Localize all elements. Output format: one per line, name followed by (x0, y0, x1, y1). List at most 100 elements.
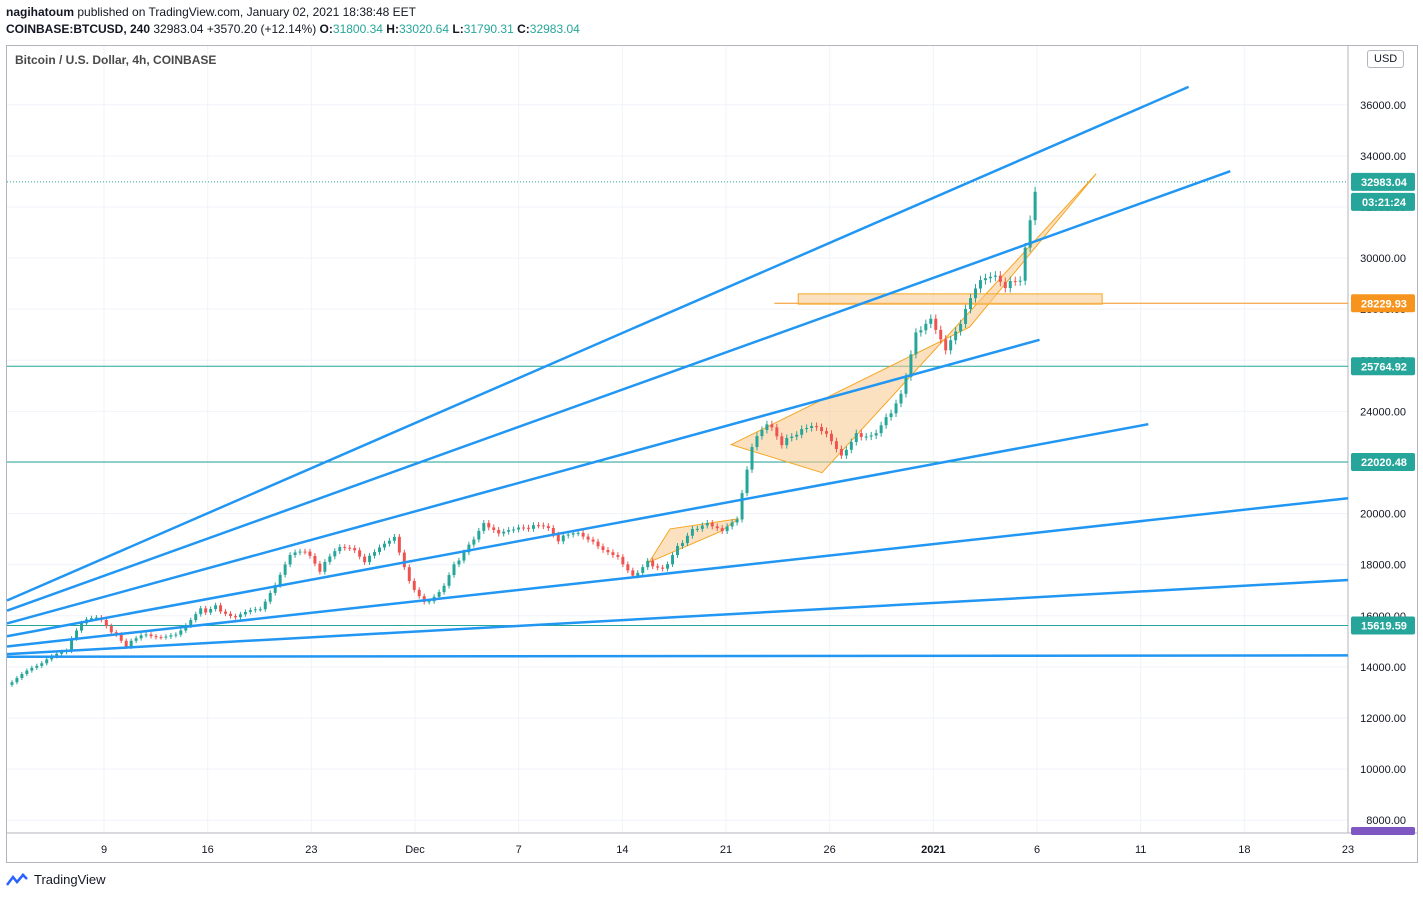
candle[interactable] (988, 276, 992, 279)
candle[interactable] (442, 585, 446, 593)
candle[interactable] (566, 534, 570, 536)
candle[interactable] (517, 527, 521, 530)
candle[interactable] (541, 525, 545, 527)
candle[interactable] (387, 540, 391, 544)
candle[interactable] (1028, 220, 1032, 248)
candle[interactable] (144, 634, 148, 636)
candle[interactable] (785, 437, 789, 446)
candle[interactable] (318, 563, 322, 572)
candle[interactable] (487, 523, 491, 528)
candle[interactable] (914, 332, 918, 355)
candle[interactable] (844, 449, 848, 456)
candle[interactable] (457, 560, 461, 565)
candle[interactable] (839, 448, 843, 456)
candle[interactable] (939, 329, 943, 340)
candle[interactable] (323, 561, 327, 572)
candle[interactable] (810, 426, 814, 429)
candle[interactable] (611, 552, 615, 556)
candle[interactable] (338, 547, 342, 552)
candle[interactable] (20, 674, 24, 678)
candle[interactable] (139, 635, 143, 639)
candle[interactable] (964, 309, 968, 324)
candle[interactable] (646, 560, 650, 568)
candle[interactable] (591, 539, 595, 542)
candle[interactable] (820, 427, 824, 432)
candle[interactable] (472, 539, 476, 545)
candle[interactable] (959, 323, 963, 332)
candle[interactable] (715, 526, 719, 529)
candle[interactable] (35, 665, 39, 668)
candle[interactable] (859, 433, 863, 437)
candle[interactable] (780, 436, 784, 446)
candle[interactable] (695, 528, 699, 530)
candle[interactable] (422, 596, 426, 602)
candle[interactable] (169, 635, 173, 637)
candle[interactable] (159, 637, 163, 639)
candle[interactable] (268, 592, 272, 602)
candle[interactable] (834, 441, 838, 449)
candle[interactable] (795, 434, 799, 437)
candle[interactable] (944, 339, 948, 351)
candle[interactable] (874, 433, 878, 436)
candle[interactable] (288, 555, 292, 565)
candle[interactable] (531, 525, 535, 529)
candle[interactable] (909, 354, 913, 377)
candle[interactable] (581, 532, 585, 537)
candle[interactable] (998, 275, 1002, 282)
candle[interactable] (328, 556, 332, 562)
candle[interactable] (815, 426, 819, 428)
candle[interactable] (676, 546, 679, 556)
candle[interactable] (134, 638, 138, 641)
candle[interactable] (482, 523, 486, 531)
trendline[interactable] (6, 578, 1349, 656)
candle[interactable] (700, 525, 704, 529)
candle[interactable] (80, 623, 83, 631)
candle[interactable] (348, 547, 352, 549)
candle[interactable] (238, 614, 242, 618)
candle[interactable] (800, 429, 804, 435)
candle[interactable] (243, 611, 247, 615)
candle[interactable] (10, 682, 14, 685)
candle[interactable] (407, 567, 411, 581)
candle[interactable] (730, 522, 734, 527)
candle[interactable] (373, 552, 377, 556)
candle[interactable] (849, 442, 853, 450)
candle[interactable] (358, 550, 362, 557)
candle[interactable] (363, 556, 367, 563)
candle[interactable] (497, 529, 501, 534)
footer-brand[interactable]: TradingView (34, 872, 106, 887)
candle[interactable] (671, 555, 675, 565)
candle[interactable] (571, 533, 575, 535)
trendline[interactable] (6, 422, 1149, 638)
candle[interactable] (522, 527, 526, 529)
candle[interactable] (680, 543, 684, 547)
candle[interactable] (1008, 281, 1012, 289)
candle[interactable] (546, 526, 550, 528)
candle[interactable] (899, 393, 903, 404)
chart-frame[interactable] (6, 45, 1418, 863)
trendline[interactable] (6, 654, 1349, 658)
candle[interactable] (755, 436, 759, 448)
candle[interactable] (40, 663, 44, 666)
candle[interactable] (919, 330, 923, 333)
candle[interactable] (467, 544, 471, 553)
candle[interactable] (397, 536, 401, 553)
candle[interactable] (417, 589, 421, 597)
candle[interactable] (1018, 280, 1022, 282)
candle[interactable] (209, 609, 213, 613)
trendline[interactable] (6, 85, 1190, 602)
candle[interactable] (641, 567, 645, 573)
candle[interactable] (993, 275, 997, 277)
candle[interactable] (154, 636, 158, 638)
candle[interactable] (735, 519, 739, 523)
pattern-triangle[interactable] (647, 518, 739, 564)
candle[interactable] (353, 548, 357, 551)
candle[interactable] (507, 530, 511, 532)
candle[interactable] (765, 424, 769, 430)
candle[interactable] (631, 570, 635, 576)
candle[interactable] (189, 620, 193, 626)
candle[interactable] (124, 640, 128, 647)
candle[interactable] (402, 552, 406, 568)
candle[interactable] (690, 528, 694, 536)
